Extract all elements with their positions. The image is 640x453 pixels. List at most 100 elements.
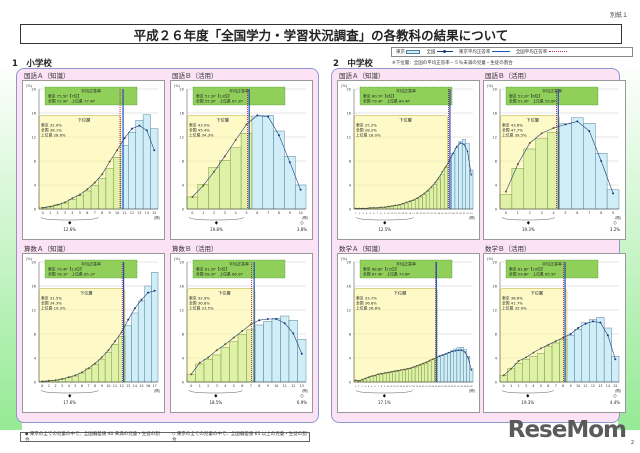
svg-text:19.8%: 19.8%	[210, 227, 223, 232]
svg-text:15: 15	[152, 211, 156, 215]
svg-text:17: 17	[153, 384, 157, 388]
svg-text:1: 1	[355, 213, 357, 215]
svg-text:8: 8	[34, 160, 36, 164]
svg-text:(問): (問)	[302, 388, 309, 393]
svg-text:0: 0	[349, 208, 351, 212]
svg-text:全国 28.2%: 全国 28.2%	[356, 127, 377, 132]
svg-text:20: 20	[180, 88, 184, 92]
svg-text:4: 4	[224, 384, 226, 388]
svg-text:4: 4	[71, 211, 73, 215]
svg-text:東京 38.6%: 東京 38.6%	[502, 295, 523, 300]
svg-text:全国 58.2P 上位県 66.2P: 全国 58.2P 上位県 66.2P	[196, 272, 243, 277]
svg-text:17: 17	[412, 213, 415, 215]
chart-legend: 東京 全国 東京平均正答率 全国平均正答率	[391, 47, 633, 57]
svg-text:14: 14	[133, 384, 137, 388]
svg-text:20: 20	[493, 88, 497, 92]
svg-text:4: 4	[495, 184, 498, 188]
svg-text:6: 6	[256, 211, 258, 215]
page-note: 別紙１	[609, 12, 628, 19]
svg-text:上位県 39.5%: 上位県 39.5%	[502, 132, 527, 137]
svg-text:14: 14	[399, 386, 402, 388]
svg-text:(問): (問)	[469, 215, 476, 220]
svg-text:12: 12	[120, 384, 124, 388]
svg-text:(問): (問)	[154, 215, 161, 220]
svg-text:22: 22	[430, 213, 433, 215]
svg-text:12: 12	[493, 136, 497, 140]
svg-text:12: 12	[291, 384, 295, 388]
svg-text:35: 35	[467, 386, 470, 388]
svg-text:32: 32	[466, 213, 469, 215]
svg-text:17.6%: 17.6%	[63, 400, 76, 405]
svg-text:20: 20	[32, 88, 36, 92]
svg-text:上位県 32.9%: 上位県 32.9%	[502, 305, 527, 310]
svg-text:0: 0	[349, 381, 351, 385]
svg-text:7: 7	[250, 384, 252, 388]
svg-text:0: 0	[34, 381, 36, 385]
svg-text:平均正答率: 平均正答率	[81, 261, 101, 267]
svg-text:0: 0	[495, 381, 497, 385]
svg-text:11: 11	[390, 386, 393, 388]
svg-text:20: 20	[347, 88, 351, 92]
svg-text:(%): (%)	[487, 84, 494, 88]
svg-text:19.3%: 19.3%	[522, 227, 535, 232]
legend-tokyo: 東京	[396, 49, 421, 55]
svg-text:10: 10	[298, 211, 302, 215]
svg-text:平均正答率: 平均正答率	[229, 261, 249, 267]
svg-text:5: 5	[74, 384, 76, 388]
svg-text:15: 15	[403, 386, 406, 388]
svg-text:5: 5	[245, 211, 247, 215]
svg-text:10: 10	[386, 386, 389, 388]
chart-title: 数学Ａ（知識）	[339, 245, 385, 253]
svg-text:8: 8	[94, 384, 96, 388]
svg-text:36: 36	[470, 386, 473, 388]
svg-text:0: 0	[495, 208, 497, 212]
svg-text:全国 41.7%: 全国 41.7%	[502, 300, 523, 305]
svg-text:3: 3	[61, 384, 63, 388]
svg-text:8: 8	[101, 211, 103, 215]
svg-text:33: 33	[470, 213, 473, 215]
svg-text:12: 12	[130, 211, 134, 215]
svg-text:7: 7	[94, 211, 96, 215]
svg-text:1: 1	[49, 211, 51, 215]
svg-text:(%): (%)	[26, 84, 33, 88]
chart-frame: 0 4 8 12 16 20 (%) 下位層 東京 43.0% 全国 45.4% 上位県 34.3%…	[170, 80, 313, 240]
svg-text:27: 27	[448, 213, 451, 215]
legend-national-avg: 全国平均正答率	[516, 49, 567, 55]
chart-elem_sansu_b: 算数Ｂ（活用） 0 4 8 12 16 20 (%) 下位層 東京 32.9% 全国 36.8% 上位…	[170, 243, 313, 413]
svg-text:11: 11	[113, 384, 117, 388]
svg-text:12: 12	[347, 309, 351, 313]
chart-title: 算数Ａ（知識）	[24, 245, 70, 253]
svg-text:下位層: 下位層	[526, 116, 539, 123]
svg-text:8: 8	[380, 213, 382, 215]
svg-text:7: 7	[588, 211, 590, 215]
svg-text:東京 68.8P【12位】: 東京 68.8P【12位】	[363, 267, 399, 272]
svg-text:下位層: 下位層	[394, 289, 407, 296]
svg-text:2: 2	[213, 211, 215, 215]
svg-text:8: 8	[182, 160, 184, 164]
svg-text:30: 30	[451, 386, 454, 388]
svg-text:14: 14	[401, 213, 404, 215]
svg-text:7: 7	[267, 211, 269, 215]
svg-text:上位県 19.3%: 上位県 19.3%	[41, 305, 66, 310]
svg-text:12: 12	[393, 386, 396, 388]
chart-frame: 0 4 8 12 16 20 (%) 下位層 東京 32.9% 全国 36.8% 上位県 23.5%…	[170, 253, 313, 413]
svg-text:30: 30	[459, 213, 462, 215]
svg-text:8: 8	[349, 333, 351, 337]
svg-text:18.5%: 18.5%	[209, 400, 222, 405]
chart-frame: 0 4 8 12 16 20 (%) 下位層 東京 32.9% 全国 38.1% 上位県 28.6%…	[22, 80, 165, 240]
svg-text:東京 33.7%: 東京 33.7%	[356, 295, 377, 300]
svg-text:10: 10	[106, 384, 110, 388]
svg-text:16: 16	[409, 213, 412, 215]
svg-text:17: 17	[409, 386, 412, 388]
svg-text:19: 19	[419, 213, 422, 215]
svg-text:11: 11	[583, 384, 587, 388]
svg-text:5: 5	[370, 213, 372, 215]
svg-text:4.4%: 4.4%	[610, 400, 620, 405]
svg-text:5: 5	[79, 211, 81, 215]
svg-text:東京 25.2%: 東京 25.2%	[356, 122, 377, 127]
svg-text:4: 4	[552, 211, 554, 215]
svg-text:(%): (%)	[487, 257, 494, 261]
svg-text:4: 4	[532, 384, 534, 388]
svg-text:3: 3	[362, 213, 364, 215]
svg-text:7: 7	[555, 384, 557, 388]
